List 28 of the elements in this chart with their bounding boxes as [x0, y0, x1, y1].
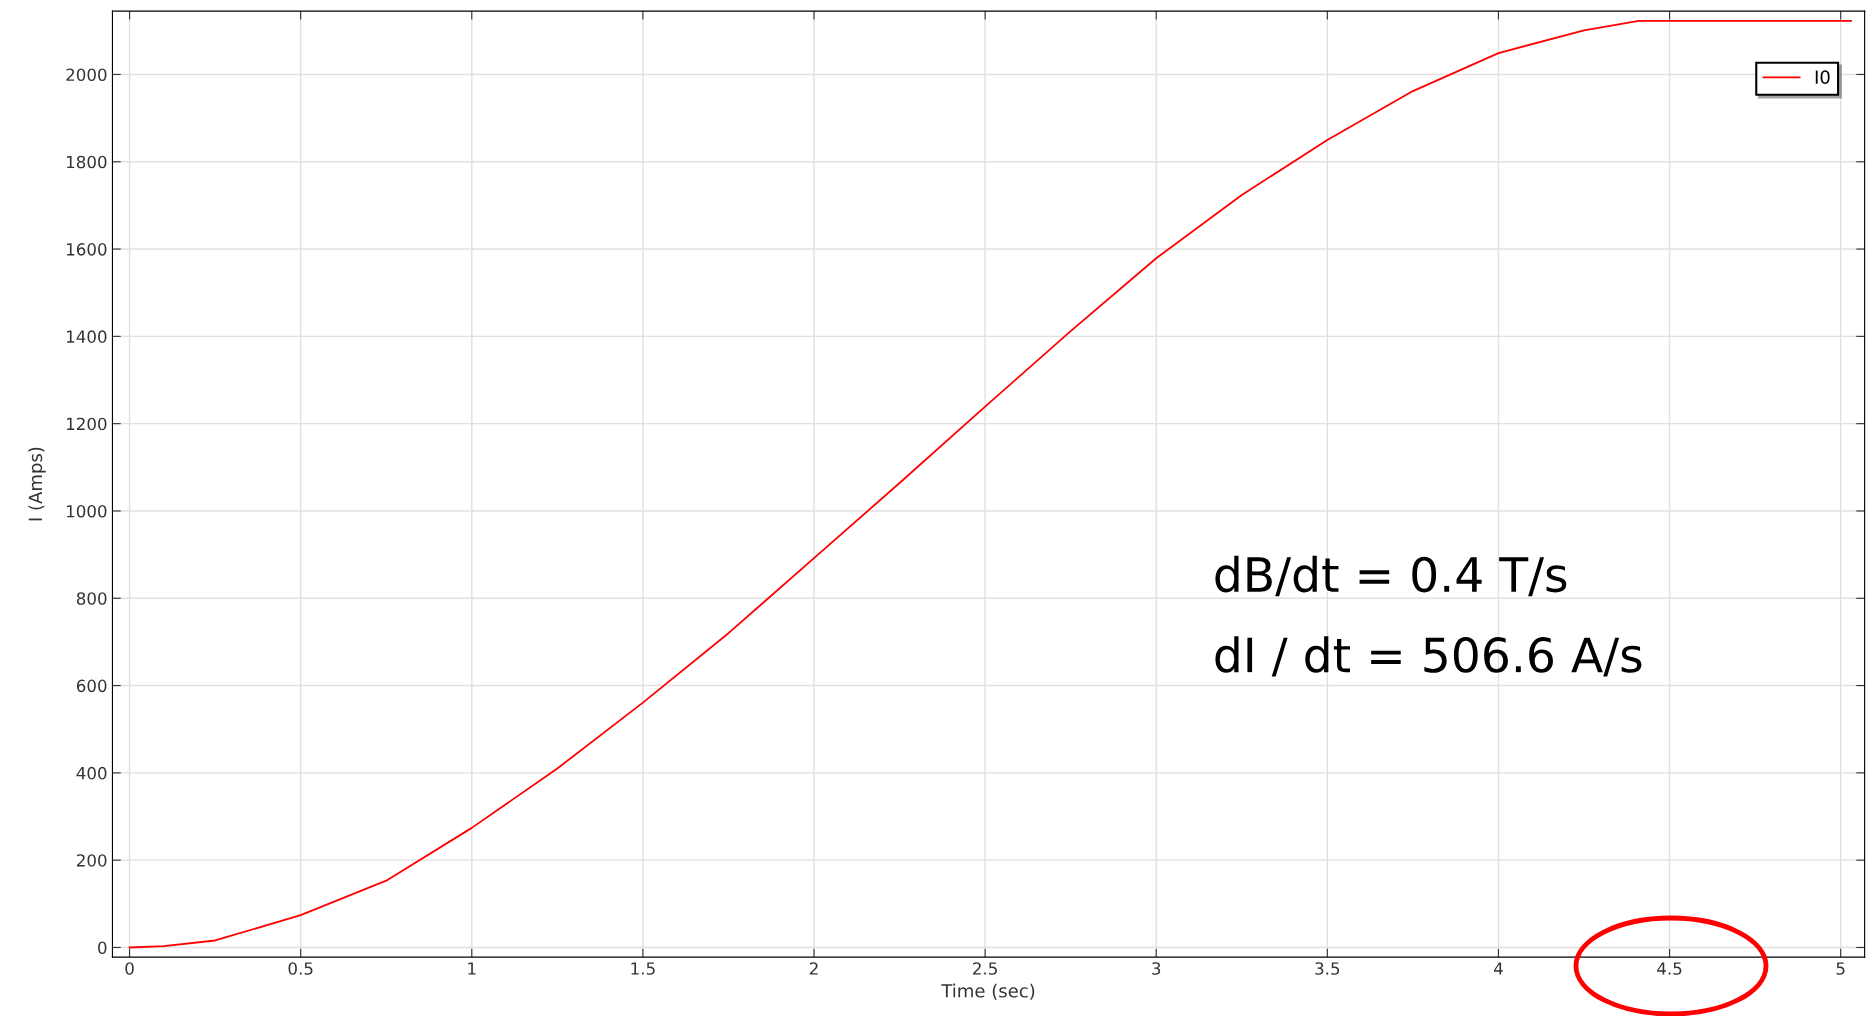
annotation: dI / dt = 506.6 A/s: [1215, 636, 1642, 677]
annotation: dB/dt = 0.4 T/s: [1215, 555, 1567, 597]
y-tick-label: 600: [76, 679, 107, 693]
legend-label: I0: [1815, 70, 1830, 84]
x-tick-label: 3.5: [1315, 962, 1340, 975]
y-tick-label: 1000: [66, 504, 107, 518]
y-tick-label: 400: [76, 766, 107, 780]
line-series: [128, 19, 1852, 949]
x-tick-label: 2.5: [973, 962, 997, 975]
y-tick-label: 2000: [66, 68, 107, 82]
y-tick-label: 1400: [66, 330, 107, 343]
y-tick-label: 0: [98, 941, 107, 955]
x-tick-label: 1: [468, 962, 476, 975]
y-tick-label: 1800: [66, 155, 107, 169]
y-tick-label: 1600: [66, 243, 107, 256]
x-axis-title: Time (sec): [941, 983, 1035, 1000]
x-tick-label: 2: [809, 962, 818, 975]
y-axis-title: I (Amps): [28, 447, 46, 521]
y-tick-label: 800: [76, 592, 107, 605]
x-tick-label: 4: [1493, 962, 1503, 975]
x-tick-label: 4.5: [1657, 962, 1682, 975]
x-tick-label: 3: [1152, 962, 1161, 975]
y-tick-label: 1200: [66, 417, 107, 431]
x-tick-label: 0.5: [288, 962, 313, 975]
x-tick-label: 5: [1836, 962, 1845, 975]
x-tick-label: 0: [125, 962, 134, 975]
x-tick-label: 1.5: [631, 962, 655, 975]
y-tick-label: 200: [76, 854, 107, 867]
